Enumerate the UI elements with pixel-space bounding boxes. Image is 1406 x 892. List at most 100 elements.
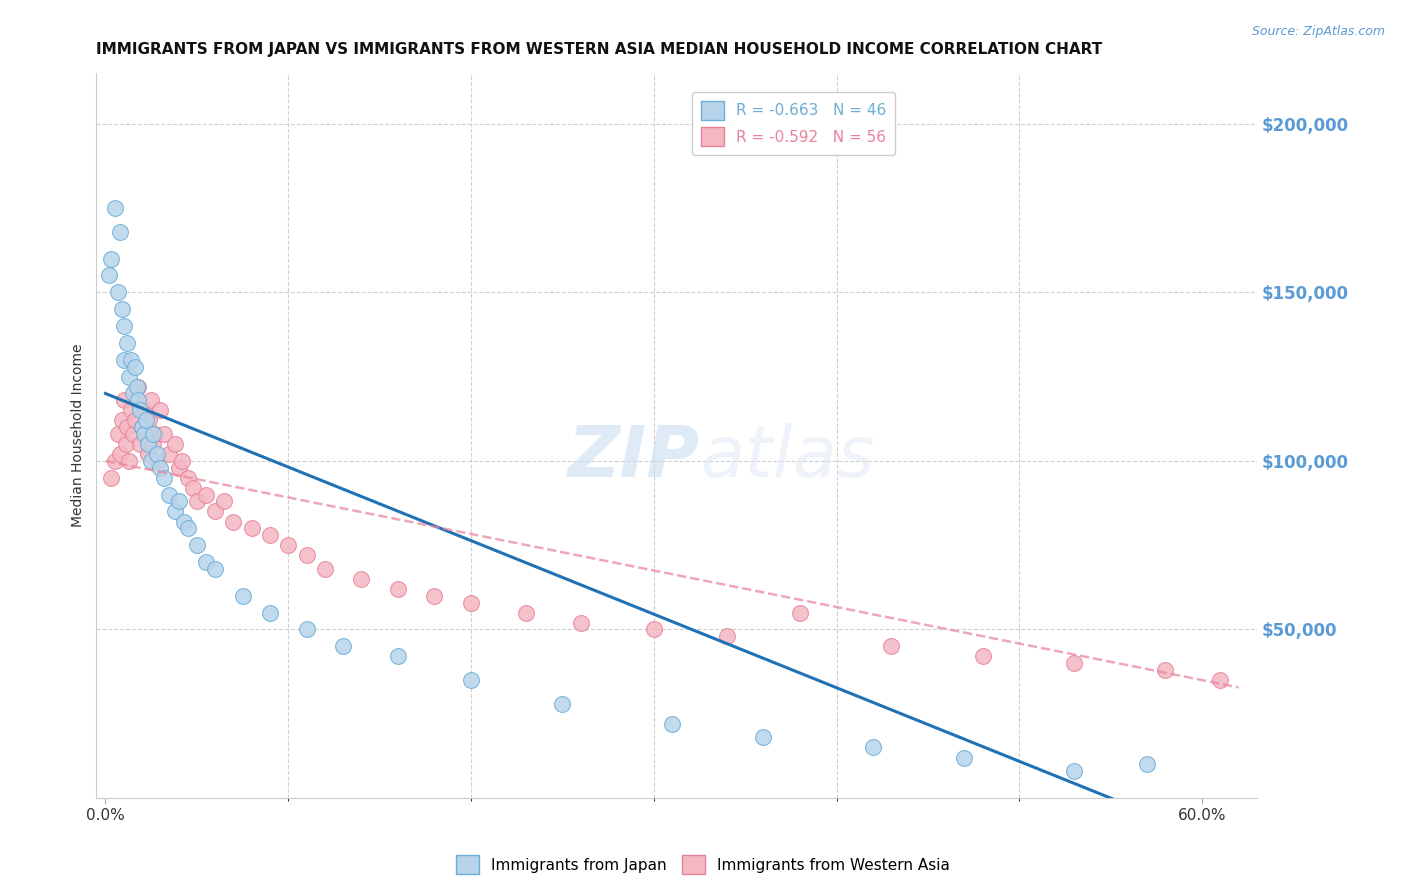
Point xyxy=(460,595,482,609)
Point xyxy=(460,673,482,687)
Point xyxy=(789,606,811,620)
Point xyxy=(240,521,263,535)
Point xyxy=(131,420,153,434)
Point xyxy=(112,352,135,367)
Y-axis label: Median Household Income: Median Household Income xyxy=(72,344,86,527)
Point xyxy=(159,488,181,502)
Text: ZIP: ZIP xyxy=(568,423,700,491)
Point xyxy=(98,268,121,283)
Point xyxy=(122,426,145,441)
Point xyxy=(350,572,373,586)
Point xyxy=(136,447,159,461)
Point xyxy=(423,589,446,603)
Point xyxy=(186,538,208,552)
Point xyxy=(142,426,165,441)
Point xyxy=(259,606,281,620)
Point xyxy=(112,319,135,334)
Point xyxy=(136,437,159,451)
Point xyxy=(112,393,135,408)
Point xyxy=(138,413,160,427)
Point xyxy=(118,369,141,384)
Point xyxy=(129,403,152,417)
Point xyxy=(153,426,176,441)
Point xyxy=(100,252,122,266)
Point xyxy=(204,504,226,518)
Point xyxy=(277,538,299,552)
Text: IMMIGRANTS FROM JAPAN VS IMMIGRANTS FROM WESTERN ASIA MEDIAN HOUSEHOLD INCOME CO: IMMIGRANTS FROM JAPAN VS IMMIGRANTS FROM… xyxy=(97,42,1102,57)
Point xyxy=(108,225,131,239)
Point xyxy=(120,352,142,367)
Point xyxy=(132,403,155,417)
Point xyxy=(172,454,194,468)
Point xyxy=(124,359,146,374)
Point xyxy=(141,393,163,408)
Point xyxy=(177,521,200,535)
Point xyxy=(661,717,683,731)
Point xyxy=(153,471,176,485)
Point xyxy=(569,615,592,630)
Point xyxy=(515,606,537,620)
Point xyxy=(195,488,218,502)
Point xyxy=(259,528,281,542)
Point xyxy=(143,426,166,441)
Point xyxy=(145,447,167,461)
Point xyxy=(107,285,129,300)
Point xyxy=(127,380,149,394)
Point xyxy=(118,454,141,468)
Point xyxy=(141,454,163,468)
Point xyxy=(163,504,186,518)
Point xyxy=(111,413,134,427)
Point xyxy=(135,413,157,427)
Point xyxy=(108,447,131,461)
Point xyxy=(149,403,172,417)
Point xyxy=(125,393,148,408)
Point xyxy=(295,549,318,563)
Text: atlas: atlas xyxy=(700,423,875,491)
Point xyxy=(862,740,884,755)
Point xyxy=(104,454,127,468)
Point xyxy=(131,420,153,434)
Point xyxy=(149,460,172,475)
Point xyxy=(195,555,218,569)
Point xyxy=(387,582,409,596)
Point xyxy=(163,437,186,451)
Point xyxy=(953,750,976,764)
Legend: Immigrants from Japan, Immigrants from Western Asia: Immigrants from Japan, Immigrants from W… xyxy=(450,849,956,880)
Point xyxy=(1136,757,1159,772)
Point xyxy=(111,302,134,317)
Point xyxy=(314,562,336,576)
Point xyxy=(135,426,157,441)
Point xyxy=(127,393,149,408)
Point xyxy=(387,649,409,664)
Point xyxy=(1209,673,1232,687)
Point xyxy=(222,515,245,529)
Point xyxy=(752,731,775,745)
Point xyxy=(1154,663,1177,677)
Point xyxy=(643,623,665,637)
Point xyxy=(972,649,994,664)
Point xyxy=(173,515,195,529)
Point xyxy=(125,380,148,394)
Point xyxy=(142,437,165,451)
Point xyxy=(132,426,155,441)
Point xyxy=(120,403,142,417)
Point xyxy=(295,623,318,637)
Point xyxy=(214,494,236,508)
Point xyxy=(117,420,139,434)
Point xyxy=(145,454,167,468)
Point xyxy=(716,629,738,643)
Point xyxy=(1063,764,1085,778)
Legend: R = -0.663   N = 46, R = -0.592   N = 56: R = -0.663 N = 46, R = -0.592 N = 56 xyxy=(692,92,896,155)
Point xyxy=(177,471,200,485)
Point xyxy=(880,640,903,654)
Point xyxy=(181,481,204,495)
Point xyxy=(1063,657,1085,671)
Point xyxy=(114,437,136,451)
Point xyxy=(204,562,226,576)
Point xyxy=(122,386,145,401)
Point xyxy=(100,471,122,485)
Point xyxy=(104,201,127,215)
Point xyxy=(159,447,181,461)
Point xyxy=(551,697,574,711)
Point xyxy=(167,494,190,508)
